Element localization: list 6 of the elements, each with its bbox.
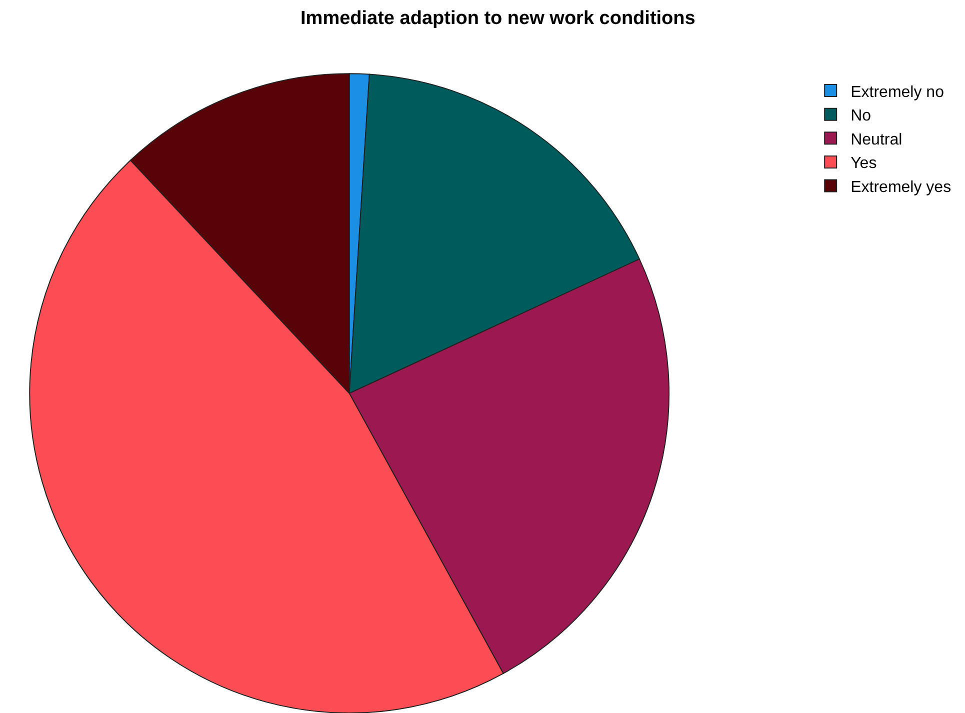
legend-label: Extremely yes [850,178,952,196]
chart-title: Immediate adaption to new work conditions [300,8,696,29]
legend-label: No [850,108,872,125]
legend-label: Extremely no [850,84,944,101]
legend-label: Neutral [850,131,902,148]
legend-label: Yes [850,155,877,172]
